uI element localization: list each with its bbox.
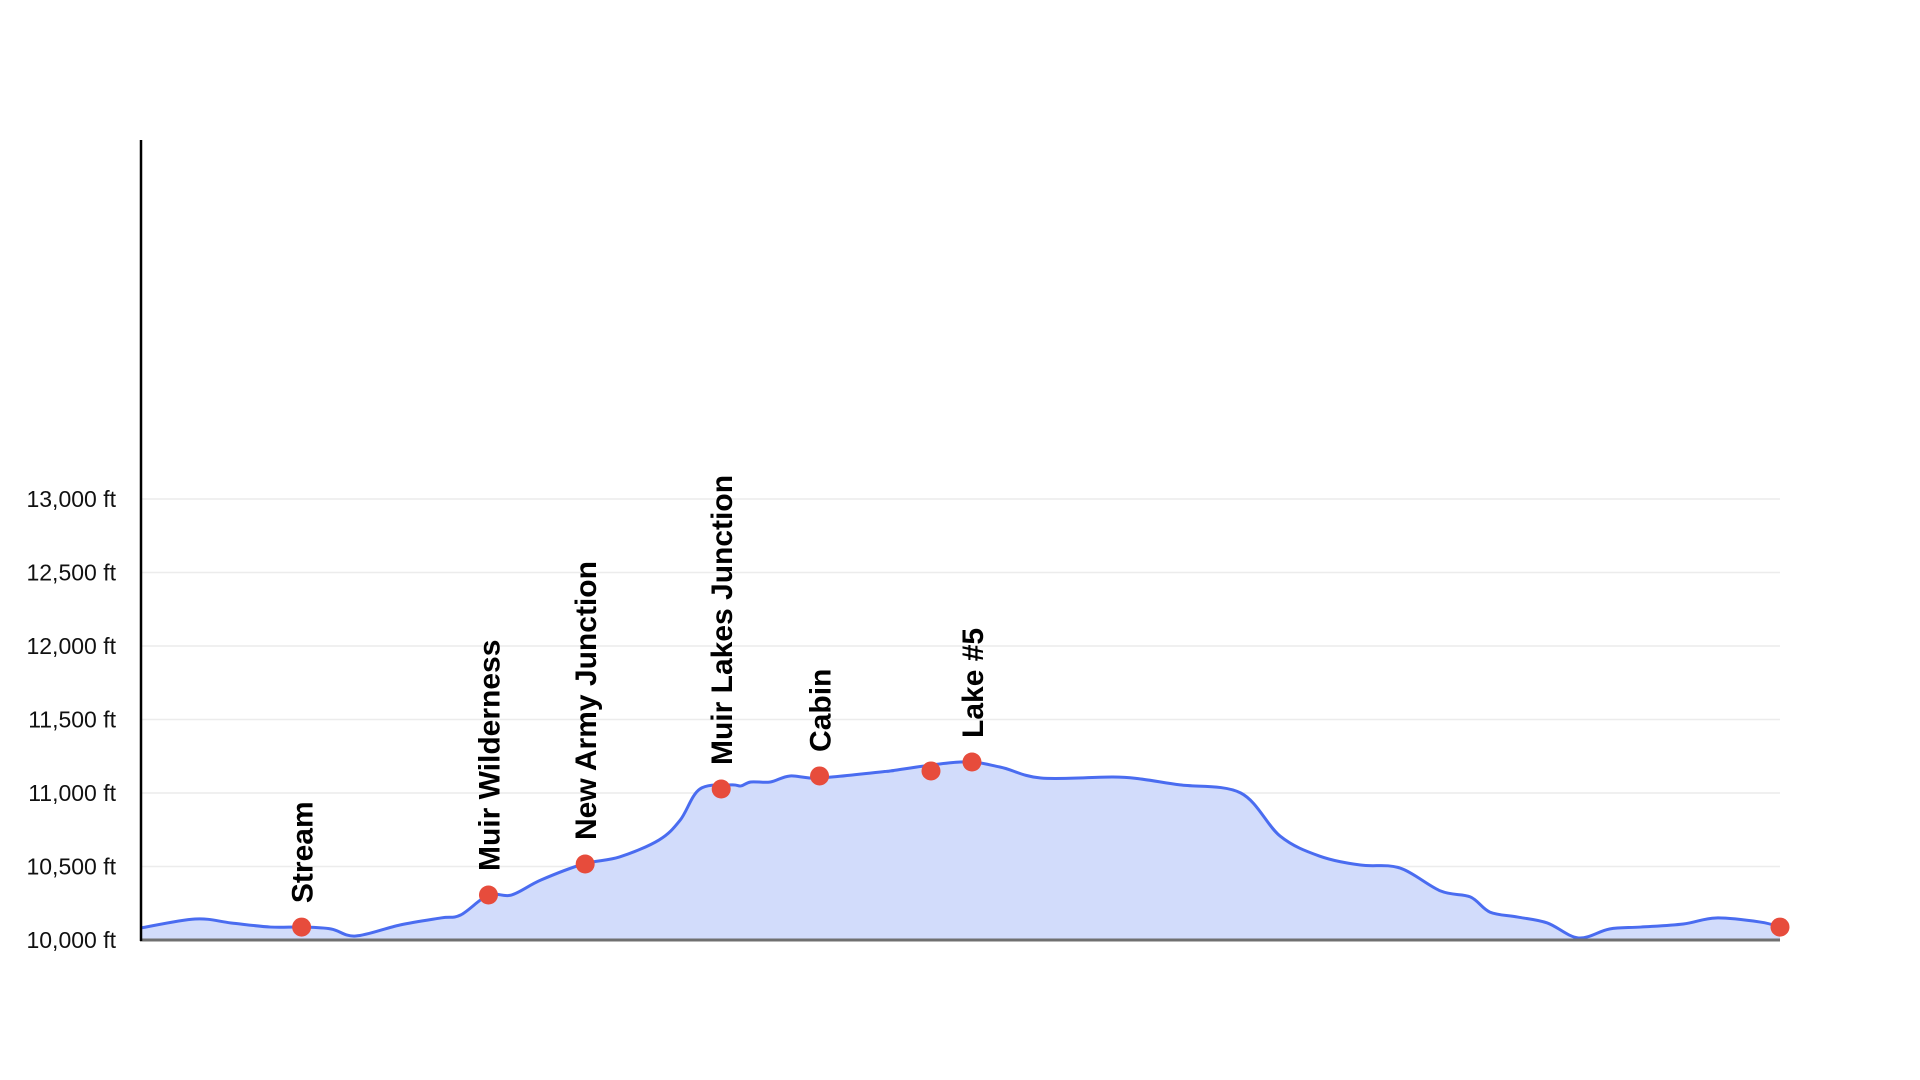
waypoint-labels: Stream Muir Wilderness New Army Junction Mu… — [287, 475, 990, 903]
waypoint-marker[interactable] — [478, 885, 498, 905]
waypoint-markers — [292, 752, 1790, 937]
waypoint-marker[interactable] — [292, 917, 312, 937]
waypoint-marker[interactable] — [575, 854, 595, 874]
waypoint-label: Muir Lakes Junction — [706, 475, 739, 765]
elevation-line — [140, 760, 1781, 940]
waypoint-label: New Army Junction — [570, 561, 603, 840]
y-tick-label: 12,000 ft — [26, 633, 116, 659]
elevation-area-fill — [141, 761, 1780, 940]
waypoint-marker[interactable] — [810, 766, 830, 786]
waypoint-label: Stream — [287, 801, 320, 903]
waypoint-marker[interactable] — [962, 752, 982, 772]
waypoint-marker[interactable] — [921, 761, 941, 781]
y-axis-tick-labels: 10,000 ft 10,500 ft 11,000 ft 11,500 ft 12,0… — [26, 486, 116, 953]
y-tick-label: 11,500 ft — [28, 707, 116, 733]
y-tick-label: 12,500 ft — [26, 560, 116, 586]
y-tick-label: 13,000 ft — [26, 486, 116, 512]
y-tick-label: 10,000 ft — [26, 927, 116, 953]
y-tick-label: 10,500 ft — [26, 854, 116, 880]
waypoint-label: Cabin — [805, 669, 838, 752]
y-tick-label: 11,000 ft — [28, 780, 116, 806]
gridlines — [141, 498, 1780, 868]
waypoint-marker[interactable] — [711, 779, 731, 799]
waypoint-label: Lake #5 — [957, 628, 990, 738]
waypoint-label: Muir Wilderness — [473, 640, 506, 871]
waypoint-marker[interactable] — [1770, 917, 1790, 937]
